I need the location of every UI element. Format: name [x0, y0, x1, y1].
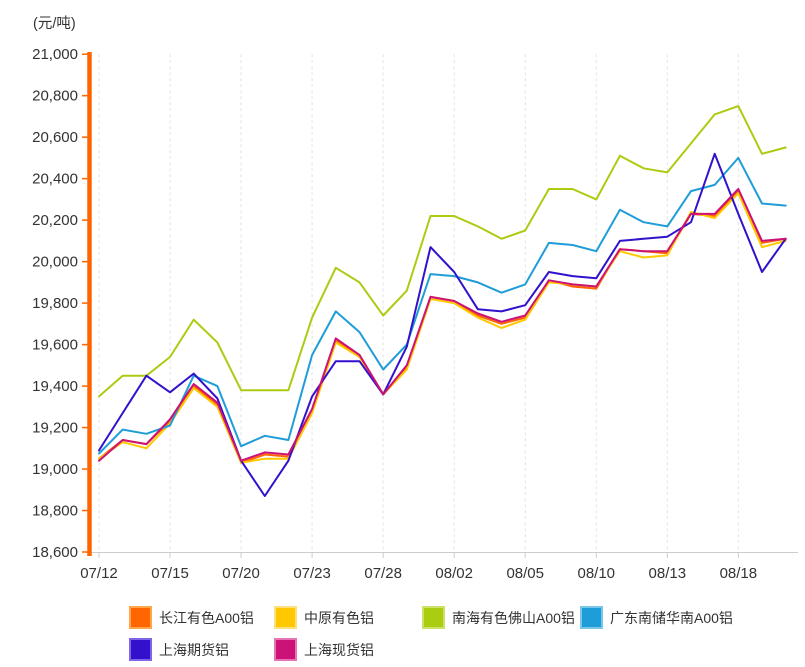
series-line-shanghai-spot — [98, 188, 787, 462]
y-tick-label-18800: 18,800 — [32, 503, 78, 520]
x-tick-label-07/15: 07/15 — [151, 565, 189, 582]
legend-item-shanghai-spot: 上海现货铝 — [274, 638, 374, 661]
legend-item-shanghai-futures: 上海期货铝 — [129, 638, 229, 661]
legend-label-changjiang: 长江有色A00铝 — [159, 610, 254, 626]
y-tick-label-20000: 20,000 — [32, 254, 78, 271]
legend-item-changjiang: 长江有色A00铝 — [129, 606, 254, 629]
y-axis-unit-label: (元/吨) — [33, 15, 76, 32]
legend-label-zhongyuan: 中原有色铝 — [304, 610, 374, 626]
legend-item-nanhai: 南海有色佛山A00铝 — [422, 606, 575, 629]
y-tick-label-19800: 19,800 — [32, 295, 78, 312]
y-tick-label-20200: 20,200 — [32, 212, 78, 229]
legend-swatch-changjiang — [129, 606, 152, 629]
x-tick-label-08/13: 08/13 — [649, 565, 687, 582]
legend-swatch-nanhai — [422, 606, 445, 629]
x-tick-label-08/10: 08/10 — [577, 565, 615, 582]
legend-swatch-shanghai-spot — [274, 638, 297, 661]
series-line-shanghai-futures — [98, 152, 787, 497]
y-tick-label-19600: 19,600 — [32, 337, 78, 354]
y-tick-label-20600: 20,600 — [32, 129, 78, 146]
y-tick-label-18600: 18,600 — [32, 544, 78, 561]
x-tick-label-08/18: 08/18 — [720, 565, 758, 582]
y-tick-label-21000: 21,000 — [32, 46, 78, 63]
legend-label-shanghai-spot: 上海现货铝 — [304, 642, 374, 658]
series-line-zhongyuan — [98, 192, 787, 464]
series-line-nanhai — [98, 105, 787, 398]
legend-swatch-shanghai-futures — [129, 638, 152, 661]
legend-swatch-guangdong — [580, 606, 603, 629]
x-tick-label-07/20: 07/20 — [222, 565, 260, 582]
y-tick-label-19000: 19,000 — [32, 461, 78, 478]
x-tick-label-08/02: 08/02 — [435, 565, 473, 582]
series-line-guangdong — [98, 156, 787, 455]
legend-label-nanhai: 南海有色佛山A00铝 — [452, 610, 575, 626]
legend-item-zhongyuan: 中原有色铝 — [274, 606, 374, 629]
legend-label-guangdong: 广东南储华南A00铝 — [610, 610, 733, 626]
y-tick-label-19200: 19,200 — [32, 420, 78, 437]
x-tick-label-07/23: 07/23 — [293, 565, 331, 582]
legend-swatch-zhongyuan — [274, 606, 297, 629]
y-tick-label-19400: 19,400 — [32, 378, 78, 395]
legend-item-guangdong: 广东南储华南A00铝 — [580, 606, 733, 629]
x-tick-label-07/12: 07/12 — [80, 565, 118, 582]
y-tick-label-20800: 20,800 — [32, 88, 78, 105]
x-tick-label-07/28: 07/28 — [364, 565, 402, 582]
legend-label-shanghai-futures: 上海期货铝 — [159, 642, 229, 658]
x-tick-label-08/05: 08/05 — [506, 565, 544, 582]
y-tick-label-20400: 20,400 — [32, 171, 78, 188]
